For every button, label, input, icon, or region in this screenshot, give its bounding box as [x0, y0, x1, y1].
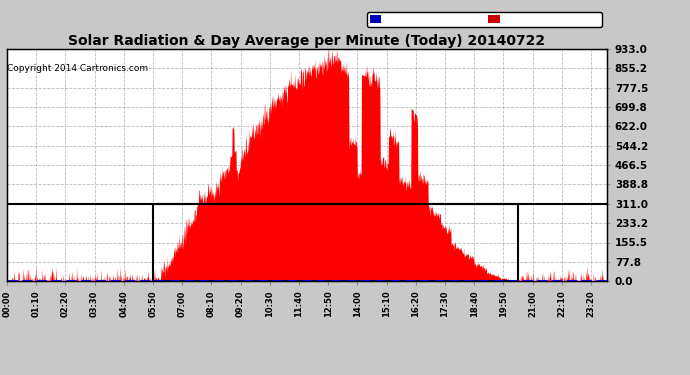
Text: Copyright 2014 Cartronics.com: Copyright 2014 Cartronics.com	[7, 64, 148, 73]
Bar	[153, 204, 518, 281]
Legend: Median (W/m2), Radiation (W/m2): Median (W/m2), Radiation (W/m2)	[367, 12, 602, 27]
Title: Solar Radiation & Day Average per Minute (Today) 20140722: Solar Radiation & Day Average per Minute…	[68, 34, 546, 48]
